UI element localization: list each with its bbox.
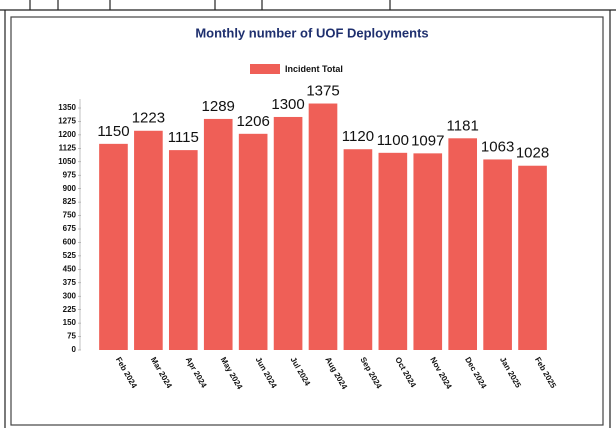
data-label: 1028 <box>516 145 549 162</box>
bar <box>203 118 233 350</box>
y-tick-label: 375 <box>63 278 77 287</box>
y-tick-label: 225 <box>63 305 77 314</box>
chart-title: Monthly number of UOF Deployments <box>195 25 428 40</box>
y-tick-label: 900 <box>63 184 77 193</box>
data-label: 1181 <box>447 117 479 134</box>
legend-swatch <box>250 64 280 74</box>
bar <box>343 149 373 350</box>
bar <box>168 150 198 350</box>
data-label: 1063 <box>481 138 514 155</box>
data-label: 1300 <box>271 96 304 113</box>
data-label: 1289 <box>202 98 235 115</box>
bar <box>448 138 478 350</box>
y-tick-label: 150 <box>63 318 77 327</box>
data-label: 1100 <box>377 132 409 149</box>
y-tick-label: 1125 <box>59 143 77 152</box>
data-label: 1206 <box>236 113 269 130</box>
bar <box>483 159 512 350</box>
y-tick-label: 300 <box>63 291 77 300</box>
bar <box>134 130 163 350</box>
bar <box>99 143 128 350</box>
y-tick-label: 75 <box>67 332 76 341</box>
legend-label: Incident Total <box>285 64 343 74</box>
y-tick-label: 675 <box>63 224 77 233</box>
data-label: 1375 <box>306 82 339 99</box>
bar <box>378 152 408 350</box>
y-tick-label: 0 <box>72 345 77 354</box>
y-tick-label: 1350 <box>58 103 76 112</box>
y-tick-label: 450 <box>63 264 77 273</box>
y-tick-label: 975 <box>63 170 77 179</box>
y-tick-label: 600 <box>63 238 77 247</box>
y-tick-label: 1200 <box>58 130 76 139</box>
y-tick-label: 750 <box>63 211 77 220</box>
y-tick-label: 1275 <box>58 117 76 126</box>
bar <box>518 165 547 350</box>
data-label: 1097 <box>411 132 444 149</box>
bar <box>238 133 268 350</box>
y-tick-label: 1050 <box>58 157 76 166</box>
y-tick-label: 825 <box>63 197 77 206</box>
bar <box>308 103 338 350</box>
bar <box>413 153 443 350</box>
data-label: 1223 <box>132 110 165 127</box>
bar <box>273 116 303 351</box>
data-label: 1120 <box>342 128 374 145</box>
y-tick-label: 525 <box>63 251 77 260</box>
data-label: 1150 <box>97 123 129 140</box>
data-label: 1115 <box>168 129 199 146</box>
